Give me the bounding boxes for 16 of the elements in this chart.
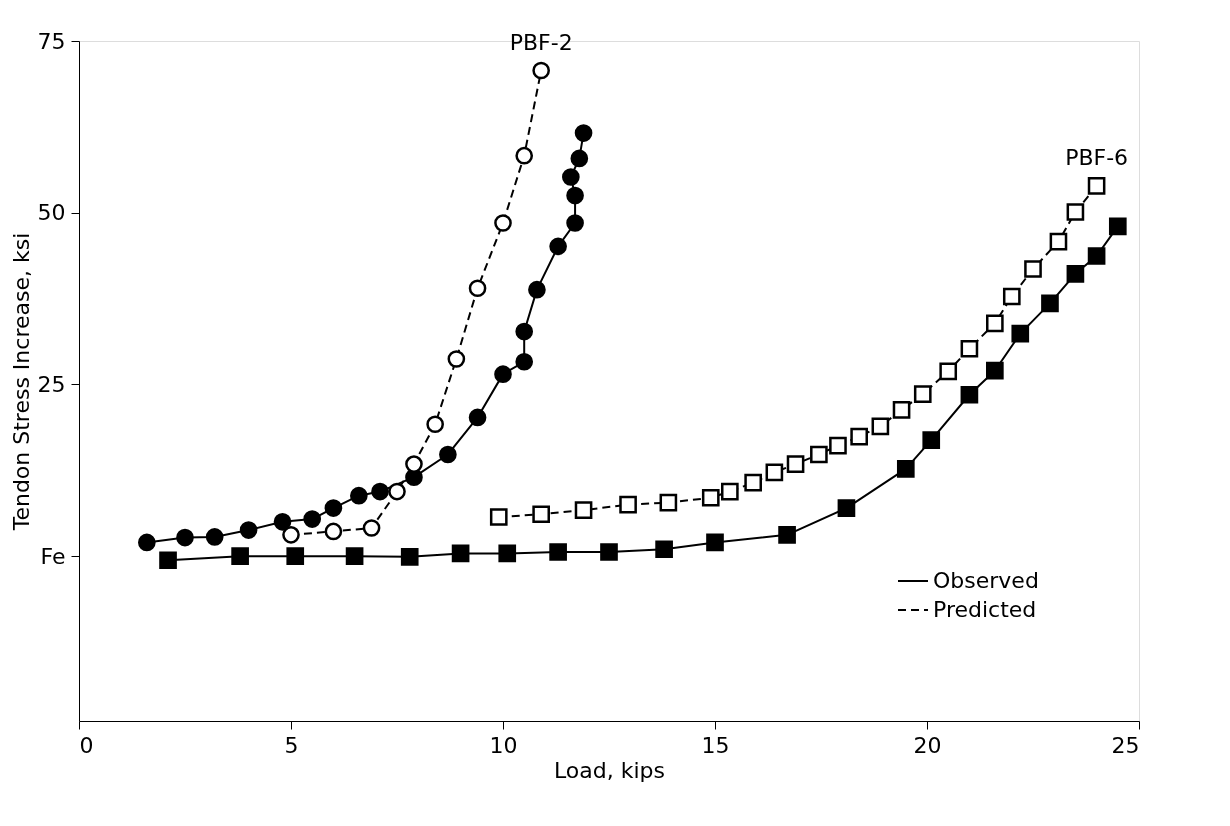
x-tick-label: 15 (701, 732, 730, 758)
x-axis-title: Load, kips (553, 757, 666, 783)
x-tick-label: 10 (489, 732, 518, 758)
annotation: PBF-2 (509, 29, 573, 55)
annotation: PBF-6 (1065, 144, 1129, 170)
y-axis-title: Tendon Stress Increase, ksi (8, 232, 34, 532)
x-tick-label: 20 (913, 732, 942, 758)
legend-label: Observed (933, 568, 1039, 593)
y-tick-label: 25 (37, 371, 66, 397)
y-tick-label: Fe (40, 543, 66, 569)
x-tick-label: 5 (284, 732, 299, 758)
legend-label: Predicted (933, 597, 1037, 622)
x-tick-label: 0 (79, 732, 94, 758)
x-tick-label: 25 (1111, 732, 1140, 758)
y-tick-label: 50 (37, 200, 66, 226)
y-tick-label: 75 (37, 28, 66, 54)
